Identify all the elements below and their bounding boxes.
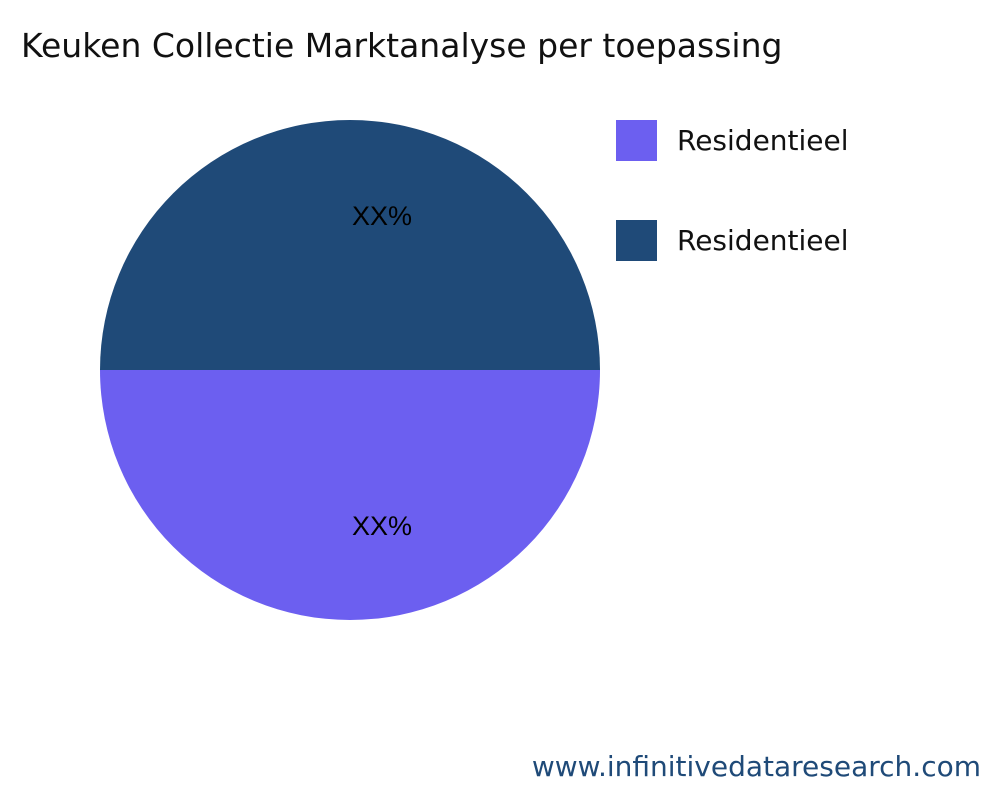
slice-data-label: XX%: [352, 511, 412, 541]
legend-item: Residentieel: [616, 120, 849, 161]
legend-swatch: [616, 120, 657, 161]
pie-slice: [100, 370, 600, 620]
legend-swatch: [616, 220, 657, 261]
legend-item: Residentieel: [616, 220, 849, 261]
pie-slice: [100, 120, 600, 370]
legend-label: Residentieel: [677, 124, 849, 157]
legend-label: Residentieel: [677, 224, 849, 257]
chart-title: Keuken Collectie Marktanalyse per toepas…: [21, 26, 783, 65]
footer-website: www.infinitivedataresearch.com: [531, 750, 981, 783]
slice-data-label: XX%: [352, 201, 412, 231]
